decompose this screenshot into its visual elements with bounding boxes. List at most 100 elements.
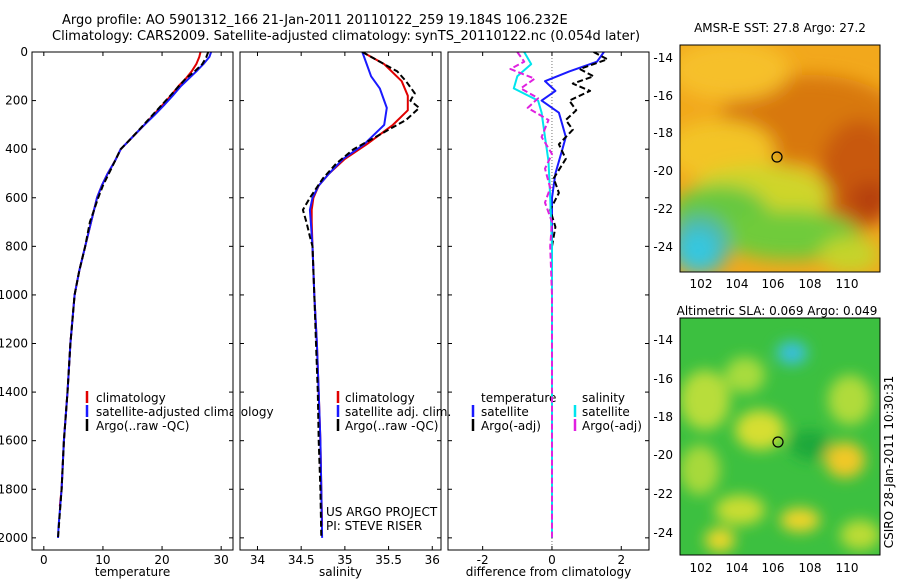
sla-map (680, 318, 880, 555)
difference-xtick-label: 0 (548, 553, 556, 567)
project-annotation-1: US ARGO PROJECT (326, 505, 438, 519)
sst-map-ytick: -16 (653, 89, 673, 103)
sla-map-xtick: 110 (836, 561, 859, 575)
sst-map-xtick: 108 (799, 277, 822, 291)
sst-map-ytick: -14 (653, 51, 673, 65)
depth-ytick-label: 1400 (0, 385, 28, 399)
legend-label: Argo(-adj) (582, 419, 642, 433)
temperature-legend-mask (233, 385, 241, 435)
sst-map-xtick: 104 (726, 277, 749, 291)
difference-line-temperature-argo-adj- (549, 52, 609, 538)
difference-xtick-label: -2 (477, 553, 489, 567)
temperature-panel: 0 10 20 30 temperature 0 200 400 600 800 1000 1200 1… (0, 45, 234, 579)
depth-ytick-label: 400 (5, 142, 28, 156)
legend-label: satellite adj. clim. (345, 405, 451, 419)
temperature-xlabel: temperature (95, 565, 170, 579)
depth-ytick-label: 0 (20, 45, 28, 59)
legend-title-temperature: temperature (481, 391, 556, 405)
salinity-series (301, 52, 421, 538)
sla-map-xtick: 104 (726, 561, 749, 575)
difference-xtick-label: 2 (617, 553, 625, 567)
difference-line-salinity-argo-adj- (509, 52, 553, 538)
legend-label: Argo(..raw -QC) (96, 419, 189, 433)
salinity-xlabel: salinity (319, 565, 362, 579)
difference-series (509, 52, 609, 538)
depth-ytick-label: 1600 (0, 434, 28, 448)
legend-label: satellite (582, 405, 630, 419)
difference-xlabel: difference from climatology (466, 565, 632, 579)
salinity-line-climatology (310, 52, 409, 526)
legend-label: satellite (481, 405, 529, 419)
legend-label: climatology (96, 391, 166, 405)
title-line-2: Climatology: CARS2009. Satellite-adjuste… (52, 29, 641, 44)
sst-argo-marker (771, 151, 783, 163)
sla-argo-marker (772, 436, 784, 448)
salinity-line-satellite-adj-clim- (308, 52, 388, 538)
temperature-frame (31, 51, 234, 551)
sla-map-ytick: -14 (653, 333, 673, 347)
sla-map-ytick: -16 (653, 372, 673, 386)
salinity-xtick-label: 34.5 (288, 553, 315, 567)
sst-map (680, 45, 880, 272)
sst-map-ytick: -18 (653, 126, 673, 140)
legend-label: climatology (345, 391, 415, 405)
temperature-xtick-label: 0 (40, 553, 48, 567)
side-timestamp: CSIRO 28-Jan-2011 10:30:31 (882, 376, 896, 548)
depth-ytick-label: 1800 (0, 482, 28, 496)
legend-title-salinity: salinity (582, 391, 625, 405)
salinity-xtick-label: 36 (425, 553, 440, 567)
salinity-xtick-label: 34 (250, 553, 265, 567)
salinity-legend: climatology satellite adj. clim. Argo(..… (326, 391, 451, 533)
temperature-xtick-label: 30 (214, 553, 229, 567)
sst-map-xtick: 102 (690, 277, 713, 291)
difference-line-salinity-satellite (512, 52, 553, 538)
legend-label: Argo(-adj) (481, 419, 541, 433)
temperature-legend: climatology satellite-adjusted climatolo… (85, 391, 274, 433)
difference-frame (447, 51, 650, 551)
sla-map-ytick: -20 (653, 448, 673, 462)
sla-map-axis-y: -14 -16 -18 -20 -22 -24 (653, 333, 673, 540)
temperature-xtick-label: 10 (95, 553, 110, 567)
sst-map-ytick: -22 (653, 202, 673, 216)
sla-map-xtick: 108 (799, 561, 822, 575)
depth-ytick-label: 600 (5, 191, 28, 205)
sst-map-xtick: 110 (836, 277, 859, 291)
title-line-1: Argo profile: AO 5901312_166 21-Jan-2011… (62, 13, 568, 28)
sst-map-axis-x: 102 104 106 108 110 (690, 277, 859, 291)
difference-legend: temperature salinity satellite Argo(-adj… (471, 391, 642, 433)
salinity-xtick-label: 35.5 (375, 553, 402, 567)
temperature-series (57, 52, 213, 538)
legend-label: satellite-adjusted climatology (96, 405, 274, 419)
sla-map-frame (679, 317, 881, 556)
salinity-frame (239, 51, 442, 551)
salinity-line-argo-raw-qc- (301, 52, 421, 538)
depth-ytick-label: 1200 (0, 337, 28, 351)
sla-map-xtick: 106 (762, 561, 785, 575)
sst-map-frame (679, 44, 881, 273)
sla-map-axis-x: 102 104 106 108 110 (690, 561, 859, 575)
legend-label: Argo(..raw -QC) (345, 419, 438, 433)
temperature-line-satellite-adjusted-climatology (57, 52, 213, 538)
sla-map-ytick: -18 (653, 410, 673, 424)
sst-map-ytick: -24 (653, 240, 673, 254)
depth-ytick-label: 1000 (0, 288, 28, 302)
sst-map-title: AMSR-E SST: 27.8 Argo: 27.2 (694, 21, 866, 35)
sla-map-title: Altimetric SLA: 0.069 Argo: 0.049 (677, 304, 878, 318)
sst-map-ytick: -20 (653, 164, 673, 178)
project-annotation-2: PI: STEVE RISER (326, 519, 422, 533)
depth-ytick-label: 2000 (0, 531, 28, 545)
sst-map-xtick: 106 (762, 277, 785, 291)
sla-map-xtick: 102 (690, 561, 713, 575)
depth-ytick-label: 200 (5, 94, 28, 108)
salinity-xtick-label: 35 (337, 553, 352, 567)
salinity-panel: 34 34.5 35 35.5 36 salinity (239, 51, 442, 579)
temperature-line-argo-raw-qc- (57, 52, 210, 538)
sst-map-axis-y: -14 -16 -18 -20 -22 -24 (653, 51, 673, 254)
difference-line-temperature-satellite (540, 52, 605, 538)
sla-map-ytick: -24 (653, 526, 673, 540)
temperature-xtick-label: 20 (154, 553, 169, 567)
sla-map-ytick: -22 (653, 487, 673, 501)
temperature-line-climatology (58, 52, 202, 507)
